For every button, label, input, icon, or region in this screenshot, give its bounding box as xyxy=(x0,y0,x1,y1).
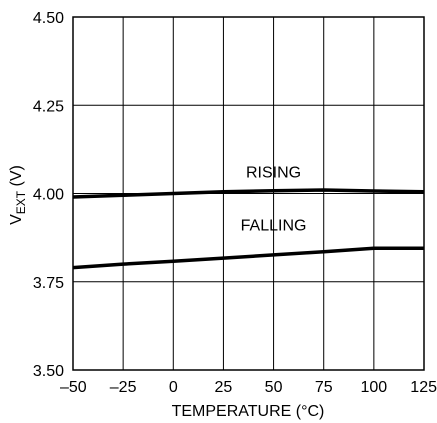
series-lines: RISING FALLING xyxy=(72,165,425,270)
y-tick-label-1: 3.75 xyxy=(33,275,64,292)
y-axis-title-main: V xyxy=(8,214,25,225)
x-tick-label-2: 0 xyxy=(169,379,178,396)
y-tick-label-0: 3.50 xyxy=(33,363,64,380)
series-label-falling: FALLING xyxy=(241,218,307,235)
x-axis-title: TEMPERATURE (°C) xyxy=(172,403,325,420)
series-line-rising xyxy=(72,188,425,199)
y-axis-title: VEXT (V) xyxy=(8,165,28,225)
y-tick-label-2: 4.00 xyxy=(33,187,64,204)
x-tick-label-0: –50 xyxy=(60,379,87,396)
series-line-falling xyxy=(72,246,424,270)
y-tick-label-4: 4.50 xyxy=(33,10,64,27)
y-axis-title-unit: (V) xyxy=(8,165,25,191)
x-tick-label-5: 75 xyxy=(315,379,333,396)
x-tick-label-1: –25 xyxy=(110,379,137,396)
plot-frame xyxy=(72,16,425,371)
plot-border xyxy=(72,16,425,371)
series-label-rising: RISING xyxy=(246,165,301,182)
x-tick-label-7: 125 xyxy=(410,379,437,396)
y-axis-title-subscript: EXT xyxy=(14,190,28,214)
y-tick-label-3: 4.25 xyxy=(33,98,64,115)
x-tick-label-3: 25 xyxy=(215,379,233,396)
tick-labels: –50 –25 0 25 50 75 100 125 3.50 3.75 4.00 4.25 4.50 xyxy=(33,10,437,396)
x-tick-label-4: 50 xyxy=(265,379,283,396)
x-tick-label-6: 100 xyxy=(361,379,388,396)
